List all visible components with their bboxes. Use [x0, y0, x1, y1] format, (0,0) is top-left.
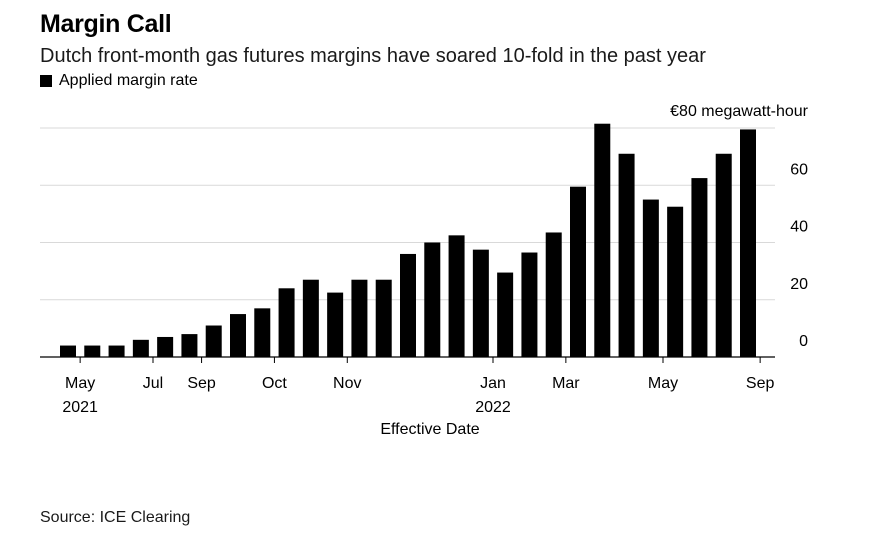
bar [108, 345, 125, 357]
bar [181, 334, 198, 357]
bar [521, 252, 538, 357]
y-tick-label: €80 megawatt-hour [670, 103, 809, 120]
bar [740, 129, 756, 357]
bar [472, 249, 489, 357]
bar [351, 279, 368, 357]
bar [691, 178, 708, 357]
bar [302, 279, 319, 357]
bar [618, 153, 635, 357]
legend-swatch [40, 75, 52, 87]
x-tick-label: Mar [552, 375, 580, 392]
bar [715, 153, 732, 357]
source-note: Source: ICE Clearing [40, 509, 191, 526]
y-axis-labels: 0 20 40 60 €80 megawatt-hour [670, 103, 809, 350]
bar [594, 123, 611, 357]
bar [448, 235, 465, 357]
bar [642, 199, 659, 357]
chart-subtitle: Dutch front-month gas futures margins ha… [40, 45, 706, 67]
x-tick-sublabel: 2021 [62, 399, 98, 416]
x-tick-label: May [648, 375, 678, 392]
y-tick-label: 0 [799, 333, 808, 350]
x-axis-title: Effective Date [380, 421, 479, 438]
bar [230, 314, 246, 357]
bar [254, 308, 271, 357]
x-tick-label: Nov [333, 375, 361, 392]
x-tick-sublabel: 2022 [475, 399, 511, 416]
bar [84, 345, 101, 357]
x-tick-label: Jul [143, 375, 163, 392]
x-tick-label: Oct [262, 375, 287, 392]
bars [60, 123, 756, 357]
bar [157, 336, 174, 357]
bar [327, 292, 344, 357]
bar [132, 339, 149, 357]
x-tick-label: Sep [746, 375, 775, 392]
bar [667, 206, 684, 357]
bar [278, 288, 295, 357]
x-tick-label: Sep [187, 375, 216, 392]
bar [375, 279, 392, 357]
y-tick-label: 60 [790, 161, 808, 178]
chart-title: Margin Call [40, 10, 172, 38]
bar [424, 242, 441, 357]
bar [570, 186, 586, 357]
x-tick-label: Jan [480, 375, 506, 392]
y-tick-label: 20 [790, 276, 808, 293]
x-tick-label: May [65, 375, 95, 392]
bar [400, 253, 416, 357]
bar [497, 272, 514, 357]
legend: Applied margin rate [40, 72, 198, 90]
y-tick-label: 40 [790, 219, 808, 236]
legend-label: Applied margin rate [59, 72, 198, 89]
bar [205, 325, 222, 357]
x-axis: May 2021 Jul Sep Oct Nov Jan 2022 Mar May Sep [40, 356, 775, 416]
bar [60, 345, 76, 357]
bar [545, 232, 562, 357]
